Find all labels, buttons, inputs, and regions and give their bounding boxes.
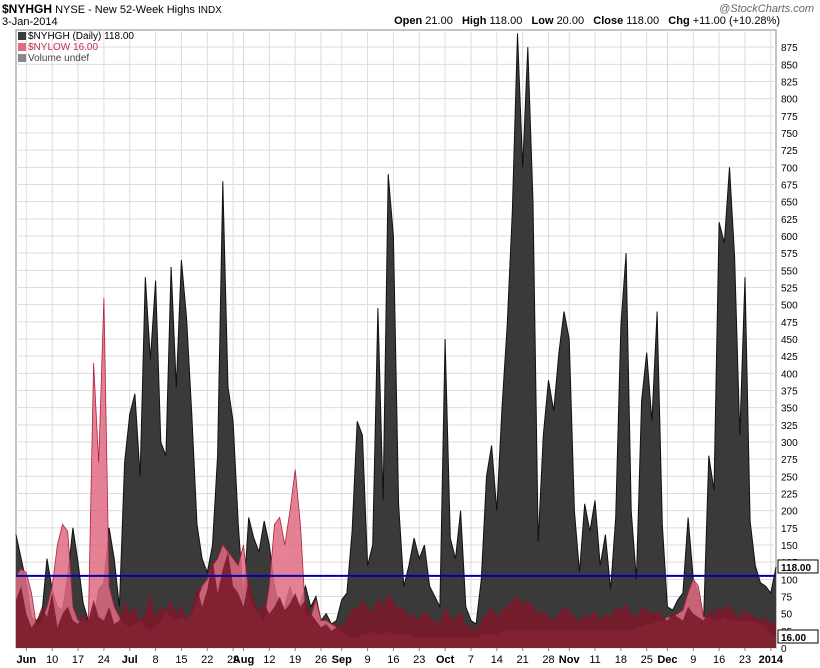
symbol-description: NYSE - New 52-Week Highs (55, 4, 195, 16)
last-value-tag-nylow: 16.00 (777, 629, 819, 644)
x-tick-label: Aug (233, 654, 254, 666)
y-tick-label: 175 (781, 524, 798, 535)
y-tick-label: 400 (781, 369, 798, 380)
y-tick-label: 675 (781, 181, 798, 192)
y-tick-label: 0 (781, 644, 787, 655)
x-tick-label: 23 (413, 654, 425, 666)
legend-item-volume: Volume undef (18, 53, 134, 64)
bar-swatch-icon (18, 54, 26, 62)
legend-item-nyhgh: $NYHGH (Daily) 118.00 (18, 31, 134, 42)
x-tick-label: 7 (468, 654, 474, 666)
y-tick-label: 475 (781, 318, 798, 329)
y-tick-label: 875 (781, 43, 798, 54)
x-tick-label: 10 (46, 654, 58, 666)
x-tick-label: 8 (153, 654, 159, 666)
y-tick-label: 200 (781, 507, 798, 518)
x-tick-label: 9 (690, 654, 696, 666)
watermark: @StockCharts.com (719, 3, 814, 15)
y-tick-label: 250 (781, 472, 798, 483)
last-value-text: 118.00 (781, 563, 811, 574)
y-tick-label: 450 (781, 335, 798, 346)
x-tick-label: 16 (713, 654, 725, 666)
x-tick-label: 14 (491, 654, 503, 666)
ohlc-readout: Open 21.00 High 118.00 Low 20.00 Close 1… (394, 15, 780, 27)
y-tick-label: 800 (781, 95, 798, 106)
change-value: +11.00 (+10.28%) (692, 15, 780, 27)
y-tick-label: 100 (781, 575, 798, 586)
x-tick-label: 18 (615, 654, 627, 666)
close-value: 118.00 (626, 15, 660, 27)
y-tick-label: 225 (781, 490, 798, 501)
y-tick-label: 750 (781, 129, 798, 140)
area-swatch-icon (18, 32, 26, 40)
last-value-tag-nyhgh: 118.00 (777, 559, 819, 574)
y-tick-label: 625 (781, 215, 798, 226)
x-tick-label: 29 (227, 654, 239, 666)
y-tick-label: 350 (781, 404, 798, 415)
low-value: 20.00 (556, 15, 585, 27)
x-tick-label: 17 (72, 654, 84, 666)
x-tick-label: 19 (289, 654, 301, 666)
x-tick-label: 2014 (759, 654, 784, 666)
x-tick-label: Nov (559, 654, 581, 666)
legend-item-nylow: $NYLOW 16.00 (18, 42, 134, 53)
y-tick-label: 525 (781, 284, 798, 295)
y-tick-label: 850 (781, 60, 798, 71)
y-tick-label: 75 (781, 593, 793, 604)
series-line-nyhgh (15, 33, 777, 625)
chart-date: 3-Jan-2014 (2, 16, 58, 28)
y-tick-label: 650 (781, 198, 798, 209)
x-tick-label: Jul (122, 654, 138, 666)
y-tick-label: 725 (781, 146, 798, 157)
x-tick-label: 9 (365, 654, 371, 666)
chart-title: $NYHGH NYSE - New 52-Week Highs INDX (2, 2, 222, 16)
x-tick-label: Dec (657, 654, 677, 666)
x-tick-label: Sep (332, 654, 352, 666)
y-tick-label: 150 (781, 541, 798, 552)
area-swatch-icon (18, 43, 26, 51)
y-tick-label: 575 (781, 249, 798, 260)
chart-legend: $NYHGH (Daily) 118.00 $NYLOW 16.00 Volum… (18, 31, 134, 64)
x-tick-label: Oct (436, 654, 455, 666)
y-tick-label: 50 (781, 610, 793, 621)
x-tick-label: 26 (315, 654, 327, 666)
open-value: 21.00 (425, 15, 453, 27)
series-area-volume (16, 551, 776, 648)
last-value-text: 16.00 (781, 633, 806, 644)
y-tick-label: 425 (781, 352, 798, 363)
y-tick-label: 325 (781, 421, 798, 432)
y-tick-label: 375 (781, 387, 798, 398)
y-tick-label: 825 (781, 78, 798, 89)
y-tick-label: 500 (781, 301, 798, 312)
x-tick-label: 15 (175, 654, 187, 666)
exchange: INDX (197, 5, 222, 16)
y-tick-label: 700 (781, 163, 798, 174)
x-tick-label: 12 (263, 654, 275, 666)
series-area-nyhgh (16, 33, 776, 648)
last-value-box (777, 559, 819, 574)
x-tick-label: 16 (387, 654, 399, 666)
y-tick-label: 550 (781, 266, 798, 277)
y-tick-label: 775 (781, 112, 798, 123)
last-value-box (777, 629, 819, 644)
x-tick-label: 23 (739, 654, 751, 666)
x-tick-label: 28 (542, 654, 554, 666)
x-tick-label: 11 (589, 654, 600, 666)
y-tick-label: 600 (781, 232, 798, 243)
y-tick-label: 300 (781, 438, 798, 449)
x-tick-label: 22 (201, 654, 213, 666)
x-tick-label: 21 (517, 654, 529, 666)
x-tick-label: 24 (98, 654, 110, 666)
y-tick-label: 275 (781, 455, 798, 466)
x-tick-label: Jun (17, 654, 37, 666)
high-value: 118.00 (489, 15, 523, 27)
x-tick-label: 25 (641, 654, 653, 666)
symbol: $NYHGH (2, 2, 53, 16)
